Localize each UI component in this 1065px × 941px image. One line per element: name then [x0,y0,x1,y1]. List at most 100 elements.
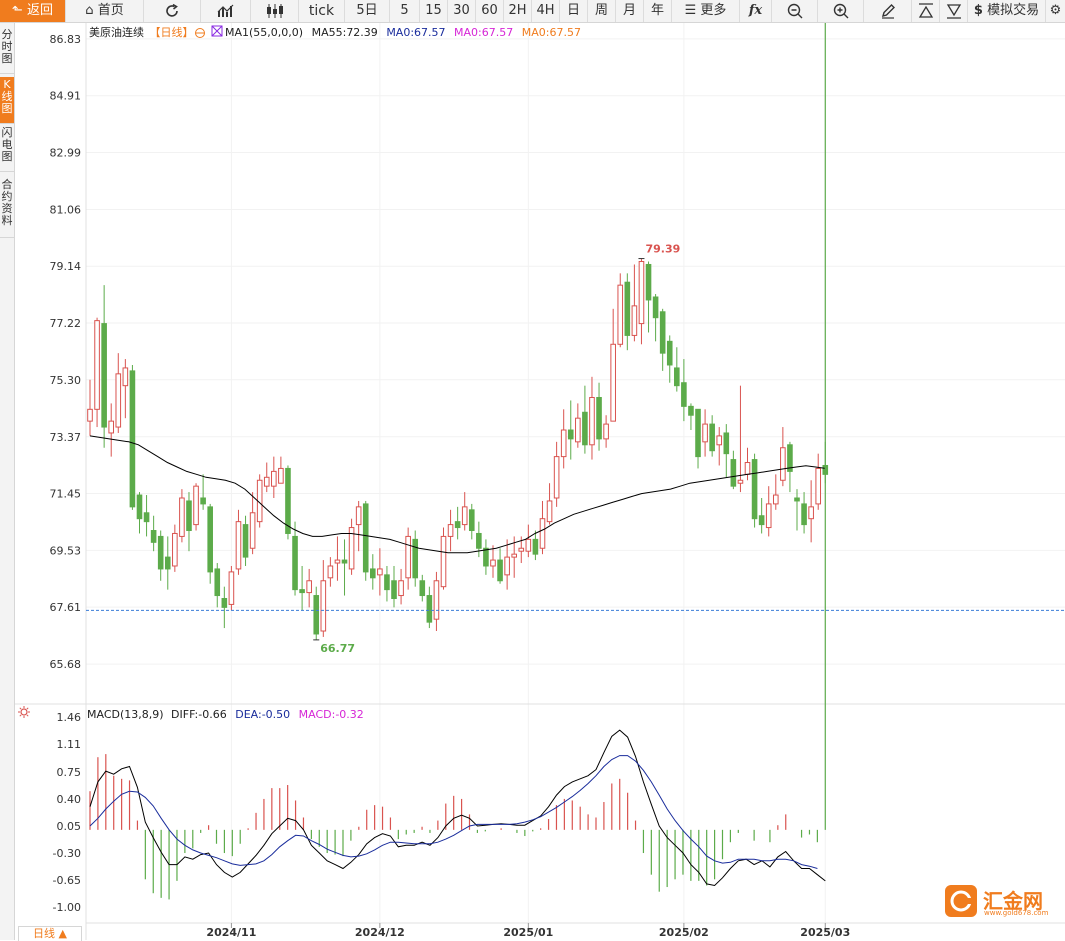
candle-type-button[interactable] [251,0,299,22]
dea-line [89,755,818,869]
triangle-up-icon [918,2,933,18]
candle [94,320,100,410]
candle [511,553,517,558]
sidebar-item-contract[interactable]: 合约资料 [0,175,14,238]
home-button[interactable]: ⌂ 首页 [66,0,144,22]
candle [666,340,673,366]
period-2h[interactable]: 2H [504,0,532,22]
macd-histogram [89,23,826,900]
period-60[interactable]: 60 [476,0,504,22]
indicator-settings-icon[interactable] [18,706,30,718]
candle [702,423,708,443]
price-axis: 86.83 84.91 82.99 81.06 79.14 77.22 75.30 73.37… [50,33,82,671]
candle [490,559,496,567]
candle [143,512,150,523]
candle [744,462,751,475]
candle [200,497,206,505]
site-logo: 汇金网 www.gold678.com [945,885,1055,919]
date-tick-label: 2025/01 [503,926,553,939]
candle [780,447,786,481]
candle [645,263,652,301]
candle [772,494,779,505]
macd-tick-label: 0.75 [57,766,82,779]
zoom-out-button[interactable] [772,0,818,22]
period-4h[interactable]: 4H [532,0,560,22]
dollar-icon: $ [973,3,983,18]
period-month[interactable]: 月 [616,0,644,22]
candle [136,494,143,520]
candle [808,506,814,520]
candle [553,456,560,499]
price-tick-label: 67.61 [50,601,82,614]
macd-title: MACD(13,8,9) [87,708,164,721]
macd-tick-label: 1.46 [57,711,82,724]
candle [398,580,404,597]
candle [299,589,305,594]
candle [497,559,503,582]
candle [815,467,822,505]
more-button[interactable]: ☰ 更多 [672,0,740,22]
period-tab-daily[interactable]: 日线 ▲ [18,926,82,941]
sim-trade-button[interactable]: $ 模拟交易 [968,0,1046,22]
period-week[interactable]: 周 [588,0,616,22]
sidebar-item-flash[interactable]: 闪电图 [0,125,14,172]
high-label: 79.39 [645,243,680,256]
grid [86,23,1065,923]
refresh-button[interactable] [144,0,201,22]
settings-button[interactable]: ⚙ [1046,0,1065,22]
price-tick-label: 84.91 [50,90,82,103]
sidebar-item-intraday[interactable]: 分时图 [0,25,14,74]
chart-type-button[interactable] [201,0,251,22]
candle [758,515,765,526]
candle [518,547,525,552]
candle [313,595,320,635]
candle [659,311,666,354]
logo-mark-icon [945,885,977,917]
candle [476,532,482,549]
tick-button[interactable]: tick [299,0,345,22]
candle [695,408,701,458]
ma-b-value: MA0:67.57 [454,26,513,39]
date-tick-label: 2024/11 [206,926,256,939]
zoom-in-button[interactable] [818,0,864,22]
candle [723,432,730,455]
ma-toggle-icon[interactable] [211,25,223,37]
macd-tick-label: 1.11 [57,738,82,751]
kline-chart[interactable]: 86.83 84.91 82.99 81.06 79.14 77.22 75.30 73.37… [15,23,1065,940]
candle [532,538,539,555]
down-arrow-button[interactable] [940,0,968,22]
pencil-icon [881,3,895,19]
candlestick-icon [266,3,283,18]
candle [730,459,737,487]
sidebar-item-kline[interactable]: K线图 [0,77,14,124]
period-year[interactable]: 年 [644,0,672,22]
candle [214,568,221,597]
period-15[interactable]: 15 [420,0,448,22]
candle [765,503,772,529]
candle [674,367,680,387]
macd-tick-label: 0.05 [57,820,82,833]
up-arrow-button[interactable] [912,0,940,22]
ma-definition: MA1(55,0,0,0) [225,26,303,39]
settings-small-icon[interactable] [195,28,205,38]
price-tick-label: 65.68 [50,658,82,671]
candle [525,538,532,552]
macd-diff-value: DIFF:-0.66 [171,708,227,721]
candle [292,535,298,591]
draw-button[interactable] [864,0,912,22]
price-tick-label: 69.53 [50,544,82,557]
menu-icon: ☰ [684,3,697,18]
macd-dea-value: DEA:-0.50 [235,708,290,721]
zoom-in-icon [833,3,848,18]
formula-button[interactable]: fx [740,0,772,22]
candle [688,405,694,416]
candle [129,370,136,508]
price-tick-label: 71.45 [50,488,82,501]
back-button[interactable]: ⬑ 返回 [0,0,66,22]
period-5[interactable]: 5 [390,0,420,22]
period-day[interactable]: 日 [560,0,588,22]
period-30[interactable]: 30 [448,0,476,22]
period-5d[interactable]: 5日 [345,0,390,22]
ma-c-value: MA0:67.57 [522,26,581,39]
line-chart-icon [217,4,233,17]
